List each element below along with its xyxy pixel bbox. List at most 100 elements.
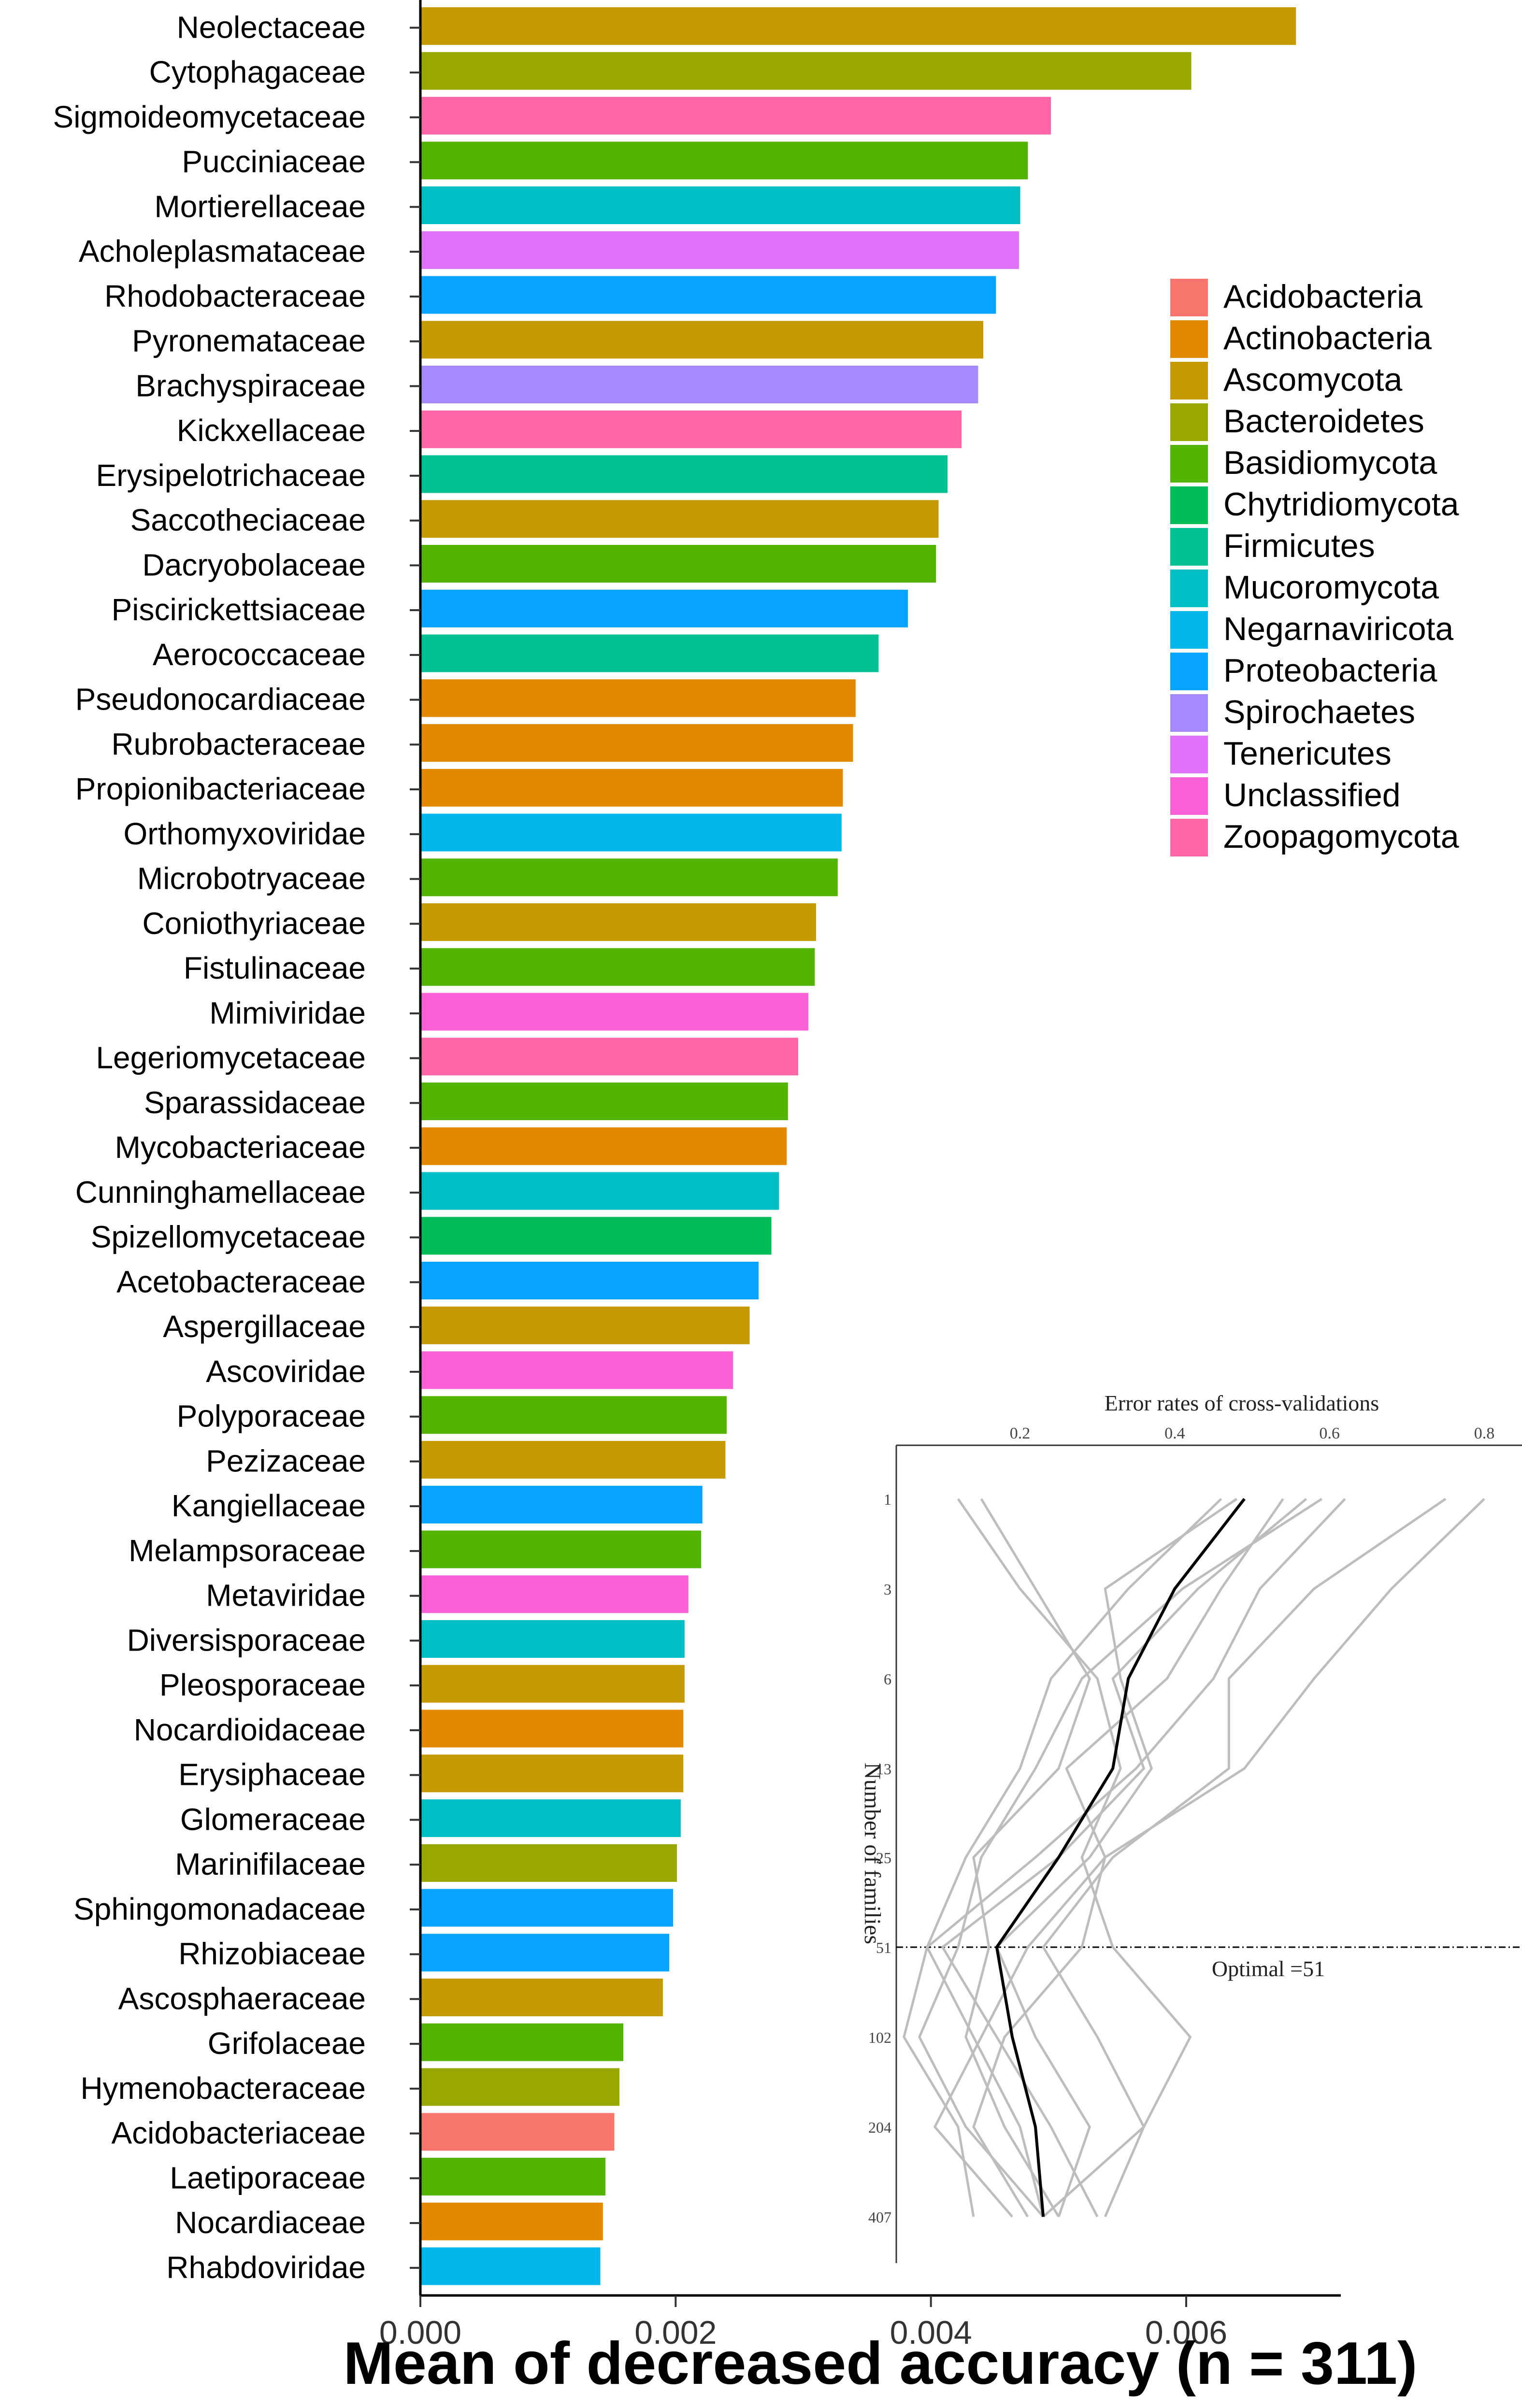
cv-line <box>918 1497 1323 2218</box>
bar <box>420 1934 670 1972</box>
bar <box>420 1217 772 1255</box>
bar <box>420 1979 663 2016</box>
category-label: Nocardioidaceae <box>134 1712 366 1747</box>
category-label: Piscirickettsiaceae <box>112 592 366 627</box>
legend-label: Acidobacteria <box>1223 278 1422 315</box>
bar <box>420 1620 685 1658</box>
legend-label: Proteobacteria <box>1223 652 1437 689</box>
legend-swatch <box>1170 362 1208 399</box>
bar <box>420 1172 779 1210</box>
legend-swatch <box>1170 320 1208 358</box>
category-label: Cunninghamellaceae <box>75 1175 366 1210</box>
bar <box>420 276 996 314</box>
category-label: Cytophagaceae <box>149 55 366 89</box>
bar <box>420 366 978 403</box>
category-label: Diversisporaceae <box>127 1623 366 1657</box>
category-label: Dacryobolaceae <box>143 547 366 582</box>
bar <box>420 1262 759 1299</box>
bar <box>420 679 856 717</box>
category-label: Glomeraceae <box>180 1802 366 1837</box>
bar <box>420 500 939 538</box>
legend-label: Firmicutes <box>1223 527 1375 564</box>
inset-x-tick-label: 0.8 <box>1474 1425 1495 1442</box>
inset-y-tick-label: 51 <box>876 1939 891 1956</box>
inset-y-tick-label: 407 <box>868 2209 891 2226</box>
legend-label: Bacteroidetes <box>1223 403 1424 440</box>
bar <box>420 1485 703 1524</box>
legend-swatch <box>1170 777 1208 815</box>
category-label: Erysiphaceae <box>178 1757 366 1792</box>
bar <box>420 1575 689 1613</box>
inset-y-axis-title: Number of families <box>860 1763 885 1944</box>
cv-line <box>995 1497 1237 2217</box>
category-label: Pezizaceae <box>206 1443 366 1478</box>
category-label: Microbotryaceae <box>137 861 366 896</box>
legend-label: Tenericutes <box>1223 735 1392 772</box>
bar <box>420 1754 684 1793</box>
category-label: Kangiellaceae <box>172 1488 366 1523</box>
category-label: Mimiviridae <box>209 996 366 1030</box>
bar <box>420 1441 726 1479</box>
legend-label: Unclassified <box>1223 777 1401 813</box>
category-label: Pseudonocardiaceae <box>75 682 366 717</box>
inset-y-tick-label: 3 <box>884 1581 891 1598</box>
category-label: Aerococcaceae <box>153 637 366 672</box>
bar <box>420 724 853 762</box>
legend-swatch <box>1170 486 1208 524</box>
legend-swatch <box>1170 819 1208 856</box>
bar <box>420 455 948 493</box>
bars <box>420 7 1296 2285</box>
inset-y-tick-label: 102 <box>868 2029 891 2046</box>
category-label: Sparassidaceae <box>144 1085 366 1120</box>
bar <box>420 2158 605 2195</box>
legend-label: Negarnaviricota <box>1223 611 1453 647</box>
category-label: Nocardiaceae <box>175 2205 366 2240</box>
legend-swatch <box>1170 611 1208 649</box>
bar <box>420 1889 674 1927</box>
x-axis-title: Mean of decreased accuracy (n = 311) <box>344 2330 1418 2397</box>
x-tick-label: 0.004 <box>890 2314 972 2351</box>
category-label: Brachyspiraceae <box>135 368 366 403</box>
category-label: Metaviridae <box>206 1578 366 1613</box>
bar <box>420 410 962 448</box>
legend-swatch <box>1170 445 1208 483</box>
category-label: Orthomyxoviridae <box>124 816 366 851</box>
category-label: Rhabdoviridae <box>166 2250 366 2285</box>
category-label: Spizellomycetaceae <box>91 1220 366 1254</box>
legend-swatch <box>1170 694 1208 732</box>
category-label: Legeriomycetaceae <box>96 1040 366 1075</box>
bar <box>420 2023 623 2061</box>
bar <box>420 2068 620 2106</box>
bar <box>420 142 1028 180</box>
bar <box>420 948 815 986</box>
category-label: Propionibacteriaceae <box>75 771 366 806</box>
cv-line <box>926 1498 1222 2217</box>
category-label: Pyronemataceae <box>132 324 366 358</box>
legend-swatch <box>1170 736 1208 773</box>
bar <box>420 813 842 852</box>
bar <box>420 186 1020 224</box>
inset-cv-plot: Error rates of cross-validations 0.2 0.4 0.… <box>860 1391 1522 2263</box>
category-label: Rubrobacteraceae <box>111 727 366 761</box>
legend-label: Actinobacteria <box>1223 320 1432 356</box>
bar <box>420 903 816 941</box>
bar <box>420 1844 677 1882</box>
category-label: Aspergillaceae <box>163 1309 366 1344</box>
cv-line <box>972 1498 1485 2218</box>
cv-line <box>903 1498 1346 2217</box>
category-labels: Neolectaceae Cytophagaceae Sigmoideomyceta… <box>53 10 366 2285</box>
bar <box>420 1127 787 1165</box>
category-label: Saccotheciaceae <box>130 503 366 538</box>
bar <box>420 231 1019 269</box>
category-label: Polyporaceae <box>177 1399 366 1434</box>
category-label: Pleosporaceae <box>159 1667 366 1702</box>
legend-swatch <box>1170 528 1208 566</box>
bar <box>420 589 908 627</box>
legend-label: Ascomycota <box>1223 361 1403 398</box>
bar <box>420 52 1192 90</box>
bar <box>420 634 879 672</box>
inset-y-tick-label: 204 <box>868 2119 891 2136</box>
category-label: Hymenobacteraceae <box>80 2071 366 2106</box>
bar <box>420 1530 702 1568</box>
